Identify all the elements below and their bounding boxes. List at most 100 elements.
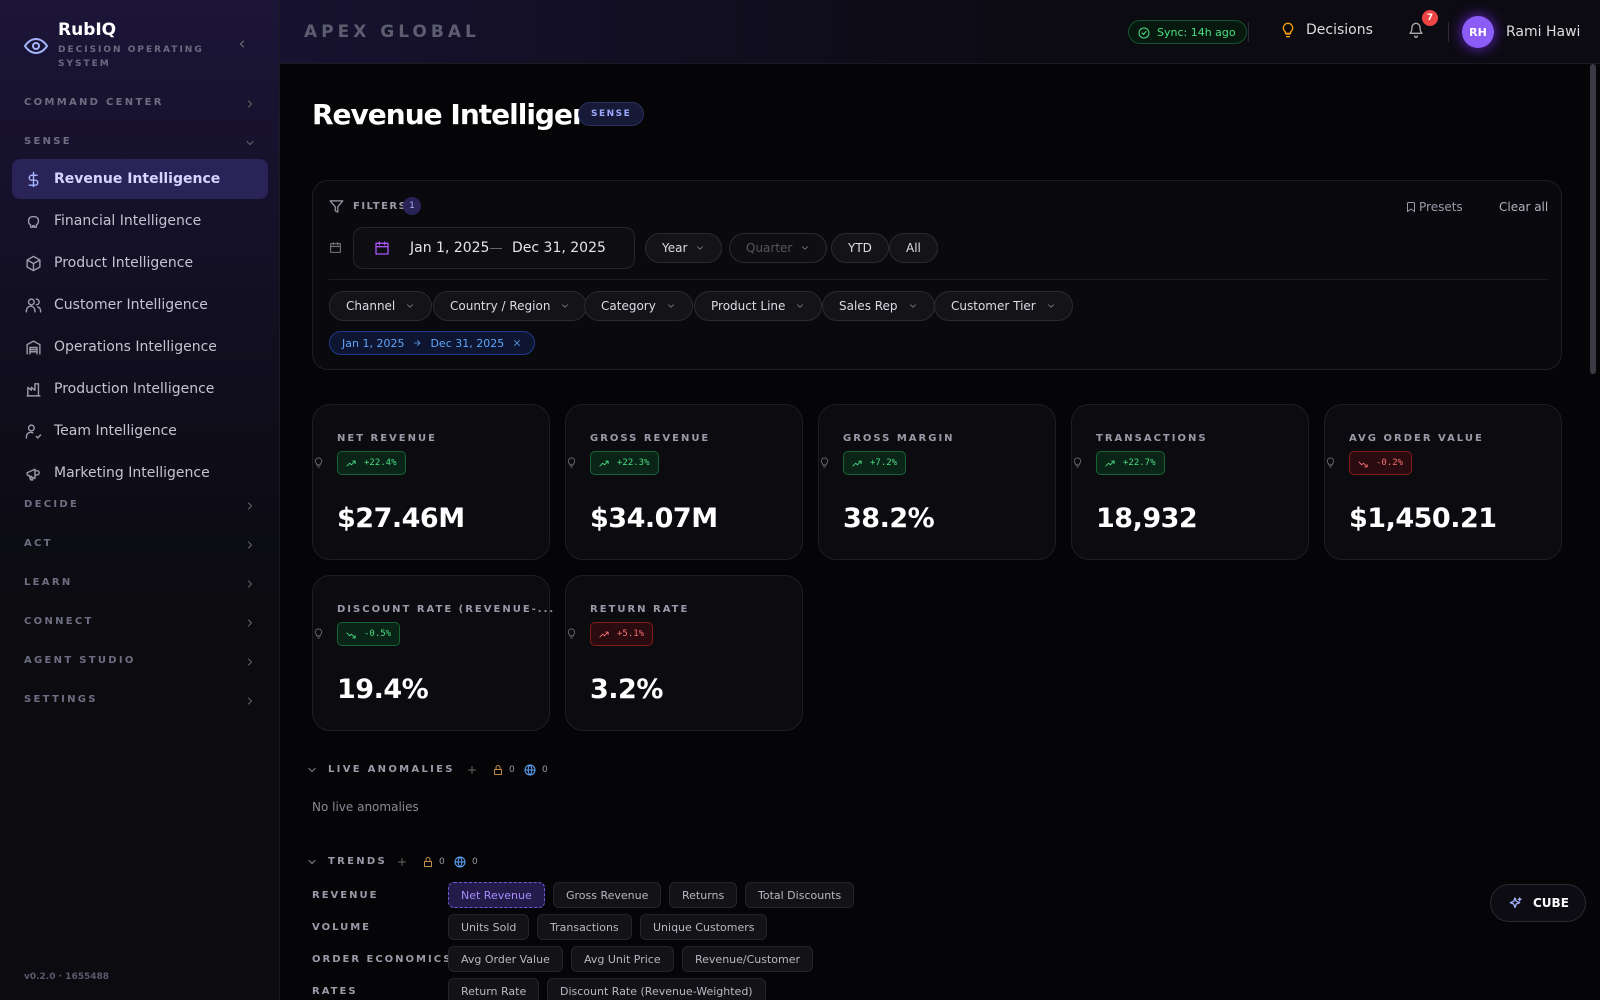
metric-toggle[interactable]: Return Rate: [448, 978, 540, 1000]
period-button[interactable]: Quarter: [729, 233, 828, 263]
decisions-button[interactable]: Decisions: [1280, 22, 1373, 38]
nav-item[interactable]: Revenue Intelligence: [12, 159, 268, 199]
insight-icon: [567, 457, 576, 468]
clear-all-button[interactable]: Clear all: [1499, 200, 1549, 214]
period-button[interactable]: YTD: [831, 233, 889, 263]
icon: [797, 304, 804, 308]
globe: [524, 764, 536, 776]
filter-dropdown[interactable]: Channel: [329, 291, 433, 321]
nav-item[interactable]: Customer Intelligence: [12, 285, 268, 325]
section-title[interactable]: LIVE ANOMALIES: [328, 764, 455, 775]
metric-toggle[interactable]: Units Sold: [448, 914, 530, 940]
nav-group[interactable]: LEARN: [24, 577, 73, 588]
date-range[interactable]: Jan 1, 2025 Dec 31, 2025: [353, 227, 635, 269]
kpi-value: 3.2%: [590, 674, 663, 705]
presets-button[interactable]: Presets: [1419, 200, 1463, 214]
icon: [852, 460, 862, 467]
nav-item[interactable]: Marketing Intelligence: [12, 453, 268, 493]
kpi-label: NET REVENUE: [337, 433, 437, 444]
kpi-label: RETURN RATE: [590, 604, 690, 615]
metric-toggle[interactable]: Transactions: [537, 914, 632, 940]
nav-group[interactable]: SETTINGS: [24, 694, 98, 705]
avatar[interactable]: RH: [1462, 16, 1494, 48]
filter-dropdown[interactable]: Country / Region: [433, 291, 588, 321]
brand: RubIQ: [58, 20, 117, 40]
date-to[interactable]: Dec 31, 2025: [512, 240, 606, 256]
kpi-card[interactable]: RETURN RATE +5.1% 3.2%: [565, 575, 803, 731]
nav-item[interactable]: Team Intelligence: [12, 411, 268, 451]
add: [468, 766, 476, 774]
icon: [802, 246, 809, 250]
filter-label: FILTERS: [353, 201, 408, 212]
filter-dropdown[interactable]: Sales Rep: [822, 291, 935, 321]
kpi-value: 19.4%: [337, 674, 429, 705]
nav-group[interactable]: DECIDE: [24, 499, 80, 510]
metric-toggle[interactable]: Gross Revenue: [553, 882, 662, 908]
kpi-label: TRANSACTIONS: [1096, 433, 1208, 444]
chip-from: Jan 1, 2025: [342, 336, 405, 350]
kpi-card[interactable]: AVG ORDER VALUE -0.2% $1,450.21: [1324, 404, 1562, 560]
icon: [28, 171, 39, 188]
insight-icon: [1326, 457, 1335, 468]
kpi-card[interactable]: NET REVENUE +22.4% $27.46M: [312, 404, 550, 560]
nav-item[interactable]: Financial Intelligence: [12, 201, 268, 241]
insight-icon: [314, 628, 323, 639]
metric-toggle[interactable]: Returns: [669, 882, 738, 908]
notification-count[interactable]: 7: [1422, 10, 1438, 26]
nav-group[interactable]: AGENT STUDIO: [24, 655, 136, 666]
kpi-card[interactable]: TRANSACTIONS +22.7% 18,932: [1071, 404, 1309, 560]
period-button[interactable]: Year: [645, 233, 723, 263]
remove: [514, 340, 521, 346]
nav-item[interactable]: Production Intelligence: [12, 369, 268, 409]
cube-button[interactable]: CUBE: [1490, 884, 1586, 922]
icon: [27, 215, 40, 228]
metric-toggle[interactable]: Avg Unit Price: [571, 946, 674, 972]
icon: [1282, 22, 1294, 38]
kpi-card[interactable]: GROSS REVENUE +22.3% $34.07M: [565, 404, 803, 560]
nav-item[interactable]: Operations Intelligence: [12, 327, 268, 367]
filter-dropdown[interactable]: Category: [584, 291, 693, 321]
kpi-label: DISCOUNT RATE (REVENUE-...: [337, 604, 556, 615]
nav-group[interactable]: ACT: [24, 538, 53, 549]
filter-dropdown[interactable]: Customer Tier: [934, 291, 1073, 321]
user-name[interactable]: Rami Hawi: [1506, 24, 1581, 40]
nav-group[interactable]: CONNECT: [24, 616, 94, 627]
filter-dropdown[interactable]: Product Line: [694, 291, 823, 321]
arrow: [414, 340, 421, 346]
section-title[interactable]: TRENDS: [328, 856, 388, 867]
icon: [1047, 304, 1054, 308]
metric-toggle[interactable]: Unique Customers: [640, 914, 768, 940]
metric-toggle[interactable]: Avg Order Value: [448, 946, 563, 972]
private-count: 0: [509, 765, 515, 775]
kpi-change: +7.2%: [843, 451, 907, 475]
chevron: [248, 619, 252, 627]
kpi-card[interactable]: DISCOUNT RATE (REVENUE-... -0.5% 19.4%: [312, 575, 553, 731]
kpi-card[interactable]: GROSS MARGIN +7.2% 38.2%: [818, 404, 1056, 560]
kpi-change: +22.3%: [590, 451, 659, 475]
calendar: [330, 242, 341, 253]
active-filter-chip[interactable]: Jan 1, 2025 Dec 31, 2025: [329, 331, 536, 355]
date-from[interactable]: Jan 1, 2025: [410, 240, 490, 256]
period-button[interactable]: All: [889, 233, 938, 263]
metric-toggle[interactable]: Discount Rate (Revenue-Weighted): [547, 978, 766, 1000]
kpi-value: $1,450.21: [1349, 503, 1497, 534]
kpi-label: AVG ORDER VALUE: [1349, 433, 1484, 444]
collapse: [240, 40, 244, 48]
icon: [25, 424, 42, 439]
kpi-change: -0.2%: [1349, 451, 1413, 475]
add: [398, 858, 406, 866]
metric-toggle[interactable]: Revenue/Customer: [682, 946, 814, 972]
kpi-label: GROSS REVENUE: [590, 433, 711, 444]
metric-toggle[interactable]: Total Discounts: [745, 882, 855, 908]
kpi-value: $27.46M: [337, 503, 465, 534]
nav-item[interactable]: Product Intelligence: [12, 243, 268, 283]
chevron: [248, 658, 252, 666]
tagline: DECISION OPERATING SYSTEM: [58, 45, 204, 69]
metric-toggle[interactable]: Net Revenue: [448, 882, 545, 908]
nav-group[interactable]: SENSE: [24, 136, 72, 147]
sync-status[interactable]: Sync: 14h ago: [1128, 20, 1247, 44]
calendar: [375, 241, 389, 255]
nav-group[interactable]: COMMAND CENTER: [24, 97, 164, 108]
